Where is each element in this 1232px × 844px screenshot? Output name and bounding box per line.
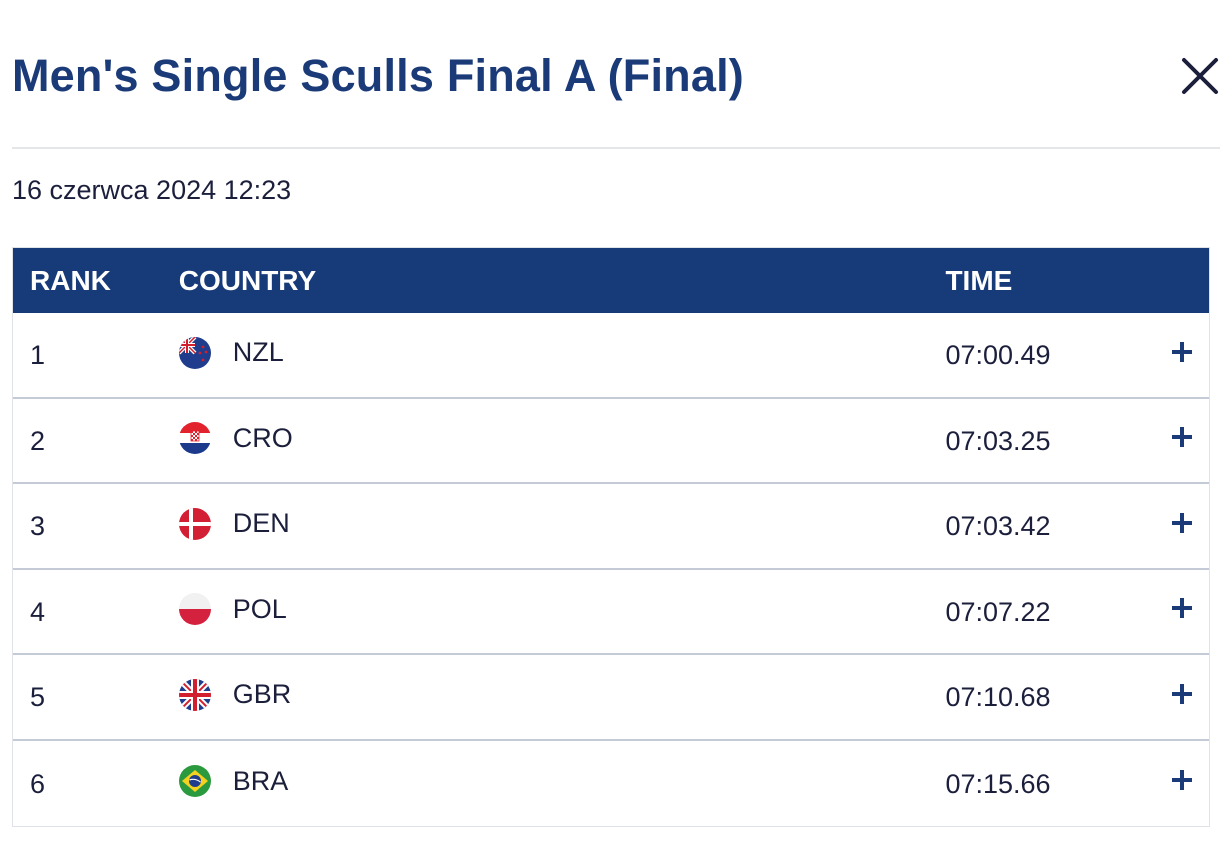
cro-flag-icon	[178, 422, 211, 455]
expand-row-button[interactable]	[1166, 678, 1198, 710]
row-country: NZL	[178, 336, 946, 369]
header-rank: RANK	[30, 264, 111, 296]
country-code: NZL	[232, 337, 284, 368]
row-rank: 5	[30, 682, 46, 713]
country-code: DEN	[232, 508, 290, 539]
plus-icon	[1172, 770, 1193, 791]
country-code: BRA	[232, 765, 289, 796]
gbr-flag-icon	[178, 678, 211, 711]
table-row: 5	[13, 655, 1209, 741]
row-country: POL	[178, 593, 946, 626]
header-time: TIME	[945, 264, 1013, 296]
row-time: 07:03.42	[945, 511, 1051, 542]
bra-flag-icon	[178, 765, 211, 798]
plus-icon	[1172, 427, 1193, 448]
table-row: 2	[13, 399, 1209, 484]
results-table: RANK COUNTRY TIME 1	[12, 247, 1210, 827]
plus-icon	[1172, 683, 1193, 704]
table-row: 4 POL 07:07.22	[13, 570, 1209, 655]
row-rank: 2	[30, 425, 46, 456]
expand-row-button[interactable]	[1166, 507, 1198, 539]
modal-header: Men's Single Sculls Final A (Final)	[12, 0, 1220, 149]
table-header: RANK COUNTRY TIME	[13, 248, 1209, 313]
row-rank: 4	[30, 596, 46, 627]
plus-icon	[1172, 341, 1193, 362]
expand-row-button[interactable]	[1166, 592, 1198, 624]
expand-row-button[interactable]	[1166, 764, 1198, 796]
row-time: 07:10.68	[945, 682, 1051, 713]
country-code: GBR	[232, 679, 292, 710]
country-code: POL	[232, 593, 287, 624]
plus-icon	[1172, 512, 1193, 533]
row-time: 07:07.22	[945, 596, 1051, 627]
row-country: BRA	[178, 765, 946, 798]
country-code: CRO	[232, 422, 293, 453]
close-icon	[1182, 58, 1218, 94]
header-country: COUNTRY	[178, 264, 317, 296]
table-row: 3 DEN 07:03.42	[13, 484, 1209, 570]
plus-icon	[1172, 598, 1193, 619]
row-country: DEN	[178, 507, 946, 540]
row-country: GBR	[178, 678, 946, 711]
row-time: 07:15.66	[945, 768, 1051, 799]
close-button[interactable]	[1180, 56, 1220, 96]
pol-flag-icon	[178, 593, 211, 626]
table-row: 6 BRA 07:15.66	[13, 741, 1209, 827]
race-datetime: 16 czerwca 2024 12:23	[12, 175, 292, 205]
row-country: CRO	[178, 422, 946, 455]
row-rank: 1	[30, 340, 46, 371]
table-row: 1	[13, 313, 1209, 399]
row-time: 07:00.49	[945, 340, 1051, 371]
row-rank: 6	[30, 768, 46, 799]
row-time: 07:03.25	[945, 425, 1051, 456]
modal-title: Men's Single Sculls Final A (Final)	[12, 50, 744, 101]
expand-row-button[interactable]	[1166, 421, 1198, 453]
den-flag-icon	[178, 507, 211, 540]
nzl-flag-icon	[178, 336, 211, 369]
expand-row-button[interactable]	[1166, 336, 1198, 368]
row-rank: 3	[30, 511, 46, 542]
